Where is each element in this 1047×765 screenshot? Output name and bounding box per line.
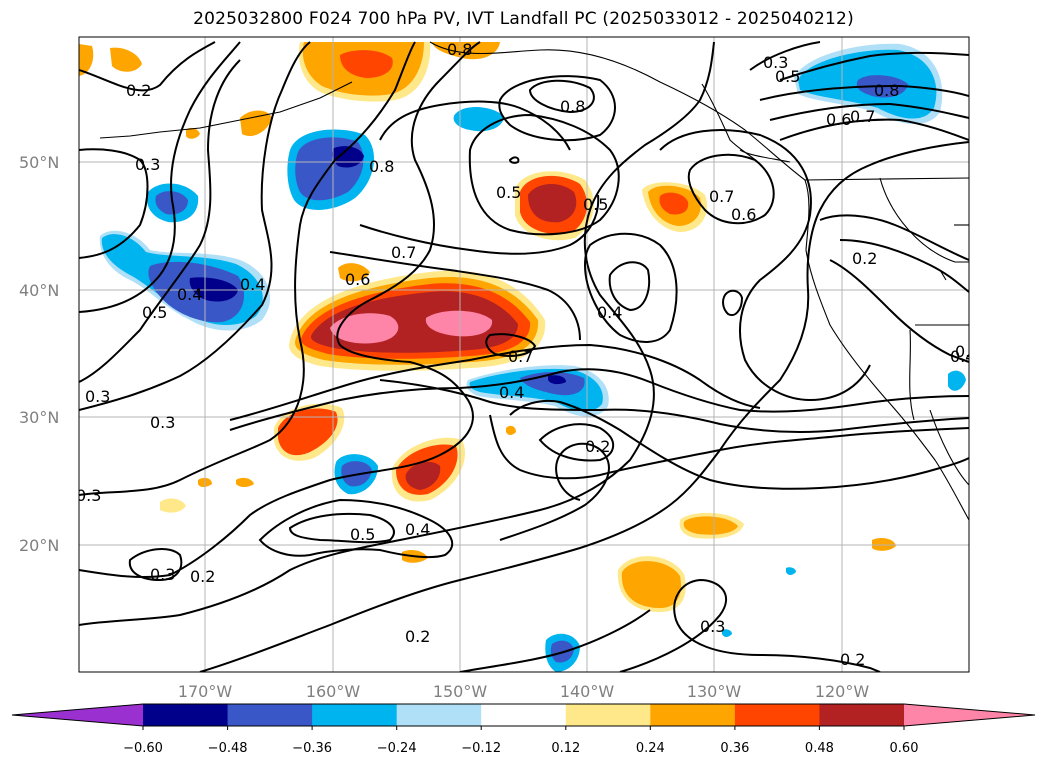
lon-label: 160°W: [306, 682, 361, 701]
colorbar-segment: [819, 704, 905, 726]
colorbar-tick-label: 0.36: [720, 741, 749, 756]
colorbar-segment: [650, 704, 736, 726]
pv-anomaly-shading: [79, 42, 966, 672]
contour-label: 0.8: [560, 97, 585, 116]
lat-label: 50°N: [19, 153, 59, 172]
contour-label: 0.4: [405, 520, 430, 539]
contour-label: 0.2: [840, 650, 865, 669]
colorbar-tick-label: 0.24: [636, 741, 665, 756]
lat-label: 20°N: [19, 536, 59, 555]
lon-label: 170°W: [178, 682, 233, 701]
colorbar-segment: [227, 704, 313, 726]
contour-label: 0.7: [850, 107, 875, 126]
contour-label: 0.8: [369, 157, 394, 176]
contour-label: 0.2: [126, 81, 151, 100]
contour-label: 0.3: [150, 413, 175, 432]
lon-label: 150°W: [433, 682, 488, 701]
contour-label: 0.3: [763, 53, 788, 72]
map-panel: 0.2 0.3 0.4 0.5 0.8 0.8 0.8 0.4 0.5 0.7 …: [76, 37, 980, 672]
contour-label: 0.5: [496, 183, 521, 202]
colorbar-segment: [396, 704, 482, 726]
contour-label: 0.8: [447, 40, 472, 59]
contour-label: 0.2: [405, 627, 430, 646]
lon-label: 120°W: [815, 682, 870, 701]
colorbar-tick-label: −0.12: [461, 741, 501, 756]
colorbar: −0.60 −0.48 −0.36 −0.24 −0.12 0.12 0.24 0.36 0.4…: [11, 703, 1036, 756]
colorbar-extend-high: [904, 704, 1035, 726]
contour-label: 0.3: [85, 387, 110, 406]
contour-label: 0.4: [240, 275, 265, 294]
coastline: [99, 41, 969, 521]
lon-label: 130°W: [687, 682, 742, 701]
colorbar-tick-label: −0.60: [123, 741, 163, 756]
contour-label: 0.4: [597, 303, 622, 322]
contour-label: 0.2: [852, 249, 877, 268]
contour-labels: 0.2 0.3 0.4 0.5 0.8 0.8 0.8 0.4 0.5 0.7 …: [76, 40, 980, 669]
contour-label: 0.7: [508, 347, 533, 366]
latitude-labels: 50°N 40°N 30°N 20°N: [19, 153, 59, 555]
colorbar-segment: [734, 704, 820, 726]
lat-label: 40°N: [19, 281, 59, 300]
colorbar-tick-label: −0.36: [292, 741, 332, 756]
lat-label: 30°N: [19, 408, 59, 427]
contour-label: 0.3: [150, 565, 175, 584]
contour-label: 0.5: [775, 67, 800, 86]
contour-label: 0.6: [731, 205, 756, 224]
colorbar-tick-label: 0.48: [805, 741, 834, 756]
contour-label: 0.4: [177, 285, 202, 304]
colorbar-tick-label: 0.12: [551, 741, 580, 756]
contour-label: 0.5: [142, 303, 167, 322]
colorbar-tick-label: −0.24: [377, 741, 417, 756]
contour-label: 0.2: [585, 437, 610, 456]
colorbar-segment: [481, 704, 567, 726]
map-frame: [78, 36, 970, 673]
contour-label: 0.5: [350, 525, 375, 544]
contour-label: 0.2: [955, 342, 980, 361]
colorbar-segment: [565, 704, 651, 726]
colorbar-tick-label: −0.48: [208, 741, 248, 756]
contour-label: 0.6: [826, 110, 851, 129]
contour-label: 0.3: [135, 155, 160, 174]
colorbar-segment: [143, 704, 229, 726]
contour-label: 0.6: [345, 270, 370, 289]
colorbar-ticks: −0.60 −0.48 −0.36 −0.24 −0.12 0.12 0.24 0.36 0.4…: [123, 726, 918, 756]
contour-label: 0.5: [583, 195, 608, 214]
lon-label: 140°W: [560, 682, 615, 701]
contour-label: 0.4: [950, 347, 975, 366]
pv-contours: [79, 41, 969, 672]
contour-label: 0.3: [76, 486, 101, 505]
contour-label: 0.8: [874, 81, 899, 100]
graticule: [79, 37, 969, 672]
colorbar-segment: [312, 704, 398, 726]
contour-label: 0.2: [190, 567, 215, 586]
contour-label: 0.7: [391, 243, 416, 262]
colorbar-extend-low: [12, 704, 143, 726]
colorbar-tick-label: 0.60: [890, 741, 919, 756]
colorbar-segments: [11, 703, 1036, 727]
contour-label: 0.4: [499, 383, 524, 402]
longitude-labels: 170°W 160°W 150°W 140°W 130°W 120°W: [178, 682, 870, 701]
contour-label: 0.7: [709, 187, 734, 206]
map-title: 2025032800 F024 700 hPa PV, IVT Landfall…: [193, 9, 854, 29]
contour-label: 0.3: [700, 617, 725, 636]
